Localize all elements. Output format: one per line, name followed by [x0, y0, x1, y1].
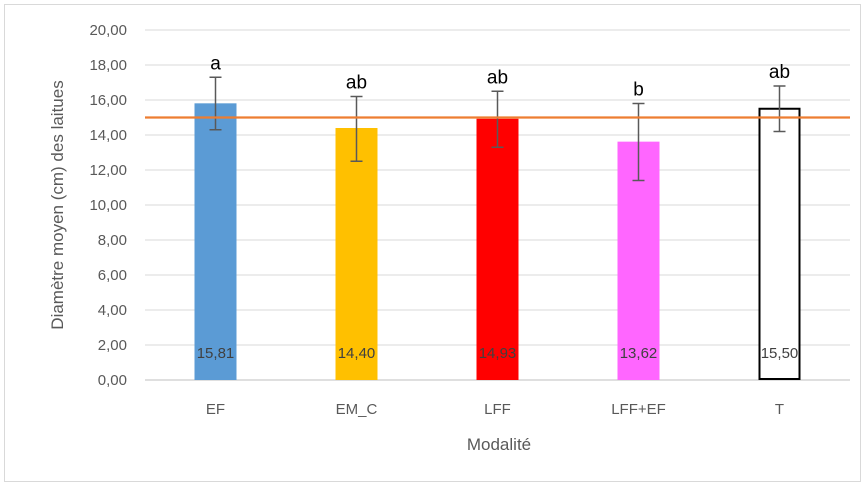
x-axis-ticks: EF EM_C LFF LFF+EF T: [206, 401, 784, 418]
x-tick-label: EM_C: [336, 401, 378, 418]
significance-letter: ab: [346, 73, 367, 94]
bar-lff: [476, 118, 519, 380]
y-tick-label: 20,00: [89, 22, 127, 39]
x-axis-title: Modalité: [467, 435, 531, 454]
chart-frame: [4, 4, 861, 482]
bar-em-c: [335, 128, 378, 380]
y-tick-label: 14,00: [89, 127, 127, 144]
significance-letters: a ab ab b ab: [210, 53, 790, 100]
data-label: 14,40: [338, 345, 376, 362]
y-tick-label: 8,00: [98, 232, 127, 249]
significance-letter: a: [210, 53, 221, 74]
significance-letter: b: [633, 80, 644, 101]
y-tick-label: 0,00: [98, 372, 127, 389]
x-tick-label: LFF: [484, 401, 511, 418]
y-tick-label: 16,00: [89, 92, 127, 109]
data-label: 15,50: [761, 345, 799, 362]
x-tick-label: T: [775, 401, 784, 418]
y-tick-label: 10,00: [89, 197, 127, 214]
y-axis-ticks: 0,00 2,00 4,00 6,00 8,00 10,00 12,00 14,00 16,00…: [89, 22, 127, 389]
bar-lff-ef: [617, 141, 660, 380]
y-axis-title: Diamètre moyen (cm) des laitues: [48, 80, 67, 329]
x-tick-label: EF: [206, 401, 225, 418]
data-label: 13,62: [620, 345, 658, 362]
significance-letter: ab: [769, 62, 790, 83]
x-tick-label: LFF+EF: [611, 401, 666, 418]
y-tick-label: 12,00: [89, 162, 127, 179]
y-tick-label: 4,00: [98, 302, 127, 319]
significance-letter: ab: [487, 67, 508, 88]
error-bars: [209, 76, 786, 182]
data-label: 15,81: [197, 345, 235, 362]
bar-t: [758, 107, 801, 380]
y-tick-label: 6,00: [98, 267, 127, 284]
data-labels: 15,81 14,40 14,93 13,62 15,50: [197, 345, 799, 362]
y-tick-label: 18,00: [89, 57, 127, 74]
data-label: 14,93: [479, 345, 517, 362]
bars: [194, 103, 801, 380]
y-tick-label: 2,00: [98, 337, 127, 354]
bar-ef: [194, 103, 237, 380]
